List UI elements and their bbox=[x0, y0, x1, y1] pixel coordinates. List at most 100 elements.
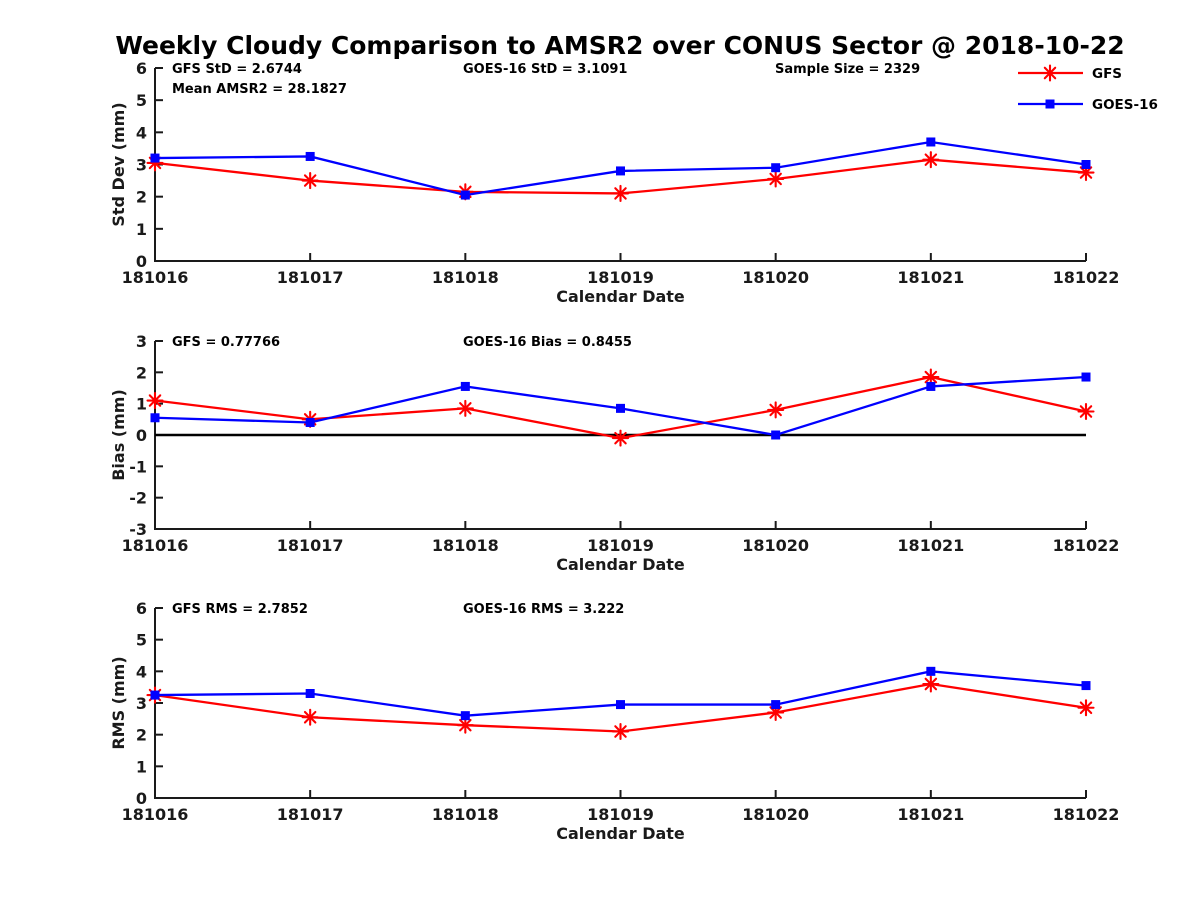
y-tick-label: -1 bbox=[129, 457, 147, 476]
y-tick-label: 2 bbox=[136, 363, 147, 382]
panel-std-dev-panel: 0 1 2 3 4 5 6 181016 181017 181018 181019 181020 181… bbox=[109, 59, 1119, 306]
data-point-goes-16 bbox=[305, 151, 315, 161]
data-point-goes-16 bbox=[771, 430, 781, 440]
data-point-goes-16 bbox=[305, 689, 315, 698]
x-tick-label: 181016 bbox=[122, 268, 189, 287]
x-tick-label: 181017 bbox=[277, 805, 344, 824]
x-axis-title: Calendar Date bbox=[556, 824, 685, 843]
data-point-goes-16 bbox=[150, 413, 160, 423]
data-point-goes-16 bbox=[1081, 372, 1091, 382]
x-tick-label: 181020 bbox=[742, 268, 809, 287]
data-point-goes-16 bbox=[771, 700, 781, 710]
x-tick-label: 181017 bbox=[277, 268, 344, 287]
data-point-gfs bbox=[301, 708, 319, 726]
x-tick-label: 181020 bbox=[742, 536, 809, 555]
y-tick-label: 6 bbox=[136, 59, 147, 78]
y-tick-label: 3 bbox=[136, 694, 147, 713]
data-point-goes-16 bbox=[460, 190, 470, 200]
y-tick-label: 0 bbox=[136, 789, 147, 808]
data-point-goes-16 bbox=[150, 690, 160, 700]
x-tick-label: 181020 bbox=[742, 805, 809, 824]
data-point-goes-16 bbox=[926, 666, 936, 676]
data-point-gfs bbox=[611, 429, 630, 447]
y-tick-label: 3 bbox=[136, 332, 147, 351]
data-point-gfs bbox=[301, 172, 319, 190]
x-tick-label: 181021 bbox=[897, 536, 964, 555]
y-tick-label: 1 bbox=[136, 757, 147, 776]
data-point-gfs bbox=[1077, 699, 1095, 717]
stat-annotation: GFS StD = 2.6744 bbox=[172, 62, 302, 77]
data-point-goes-16 bbox=[1081, 681, 1091, 691]
data-point-gfs bbox=[922, 151, 940, 169]
stat-annotation: GOES-16 RMS = 3.222 bbox=[463, 602, 624, 617]
data-point-goes-16 bbox=[771, 163, 781, 173]
x-axis-title: Calendar Date bbox=[556, 555, 685, 574]
y-tick-label: 2 bbox=[136, 188, 147, 207]
data-point-goes-16 bbox=[150, 153, 160, 163]
y-tick-label: 1 bbox=[136, 395, 147, 414]
x-tick-label: 181021 bbox=[897, 805, 964, 824]
y-tick-label: 6 bbox=[136, 599, 147, 618]
data-point-gfs bbox=[1077, 402, 1095, 421]
panel-bias-panel: -3 -2 -1 0 1 2 3 181016 181017 181018 181019 181020… bbox=[109, 332, 1119, 574]
stat-annotation: GOES-16 StD = 3.1091 bbox=[463, 62, 627, 77]
y-tick-label: 4 bbox=[136, 123, 147, 142]
y-tick-label: 4 bbox=[136, 662, 147, 681]
legend: GFS GOES-16 bbox=[1018, 64, 1158, 113]
data-point-goes-16 bbox=[460, 711, 470, 721]
data-point-gfs bbox=[611, 722, 630, 741]
x-tick-label: 181017 bbox=[277, 536, 344, 555]
stat-annotation: GFS = 0.77766 bbox=[172, 335, 280, 350]
y-tick-label: 5 bbox=[136, 91, 147, 110]
x-tick-label: 181018 bbox=[432, 805, 499, 824]
data-point-gfs bbox=[146, 391, 164, 410]
stat-annotation: Mean AMSR2 = 28.1827 bbox=[172, 82, 347, 97]
y-tick-label: 3 bbox=[136, 156, 147, 175]
panel-rms-panel: 0 1 2 3 4 5 6 181016 181017 181018 181019 181020 181… bbox=[109, 599, 1119, 843]
chart-title: Weekly Cloudy Comparison to AMSR2 over C… bbox=[115, 31, 1125, 60]
y-tick-label: 0 bbox=[136, 426, 147, 445]
x-tick-label: 181018 bbox=[432, 536, 499, 555]
data-point-goes-16 bbox=[926, 381, 936, 391]
x-tick-label: 181019 bbox=[587, 805, 654, 824]
x-tick-label: 181019 bbox=[587, 268, 654, 287]
y-axis-title: Bias (mm) bbox=[109, 389, 128, 481]
data-point-gfs bbox=[456, 399, 474, 417]
y-axis-title: Std Dev (mm) bbox=[109, 102, 128, 226]
y-tick-label: 2 bbox=[136, 726, 147, 745]
data-point-goes-16 bbox=[616, 700, 625, 710]
y-tick-label: 1 bbox=[136, 220, 147, 239]
x-tick-label: 181022 bbox=[1053, 536, 1120, 555]
data-point-gfs bbox=[767, 170, 785, 188]
x-tick-label: 181022 bbox=[1053, 268, 1120, 287]
data-point-goes-16 bbox=[616, 166, 625, 176]
legend-label-gfs: GFS bbox=[1092, 66, 1122, 82]
stat-annotation: GOES-16 Bias = 0.8455 bbox=[463, 335, 632, 350]
x-tick-label: 181018 bbox=[432, 268, 499, 287]
y-tick-label: 0 bbox=[136, 252, 147, 271]
x-tick-label: 181021 bbox=[897, 268, 964, 287]
y-tick-label: 5 bbox=[136, 631, 147, 650]
data-point-goes-16 bbox=[305, 417, 315, 427]
y-axis-title: RMS (mm) bbox=[109, 656, 128, 749]
y-tick-label: -3 bbox=[129, 520, 147, 539]
data-point-gfs bbox=[767, 401, 785, 419]
data-point-goes-16 bbox=[926, 137, 936, 147]
data-point-goes-16 bbox=[616, 403, 625, 413]
x-tick-label: 181016 bbox=[122, 536, 189, 555]
x-tick-label: 181022 bbox=[1053, 805, 1120, 824]
y-tick-label: -2 bbox=[129, 489, 147, 508]
stat-annotation: Sample Size = 2329 bbox=[775, 62, 920, 77]
stat-annotation: GFS RMS = 2.7852 bbox=[172, 602, 308, 617]
data-point-gfs bbox=[922, 675, 940, 693]
x-tick-label: 181016 bbox=[122, 805, 189, 824]
legend-marker-goes-16 bbox=[1045, 99, 1055, 109]
x-axis-title: Calendar Date bbox=[556, 287, 685, 306]
data-point-gfs bbox=[611, 184, 630, 202]
data-point-goes-16 bbox=[1081, 160, 1091, 169]
legend-marker-gfs bbox=[1041, 64, 1059, 82]
legend-label-goes-16: GOES-16 bbox=[1092, 97, 1158, 113]
x-tick-label: 181019 bbox=[587, 536, 654, 555]
